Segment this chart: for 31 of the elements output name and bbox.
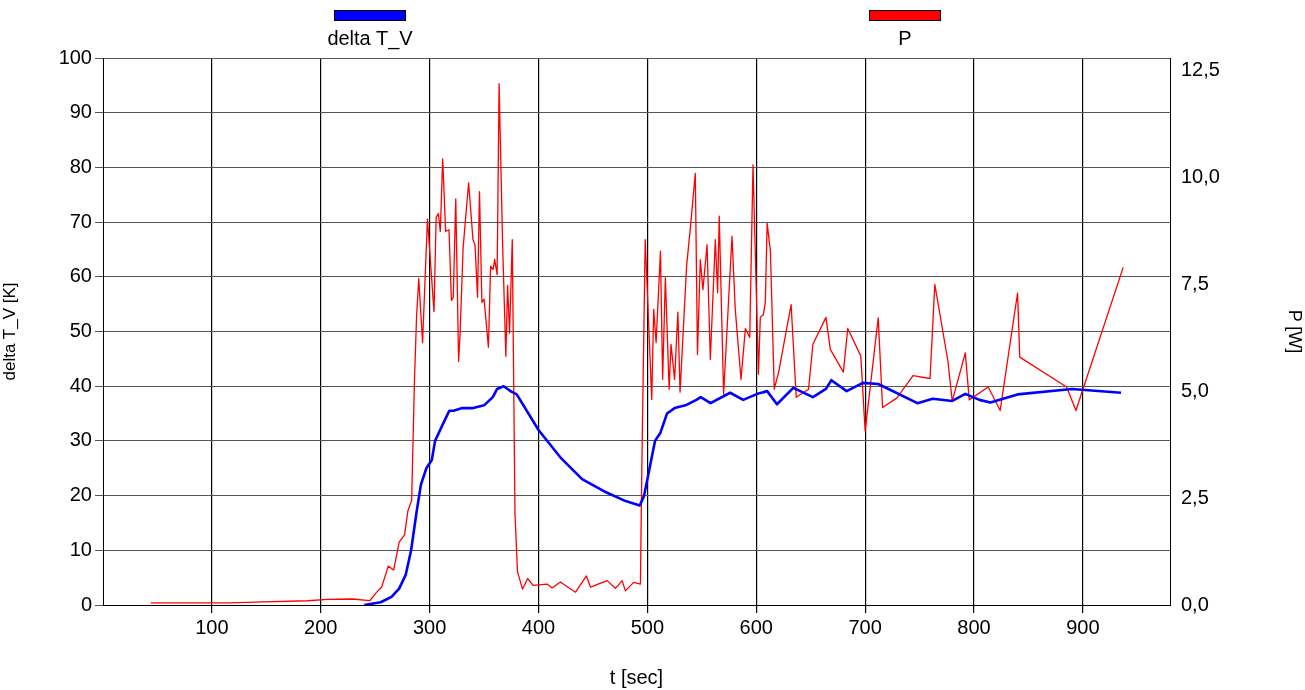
x-tick-label: 800 (957, 615, 991, 638)
y2-tick-label: 5,0 (1181, 378, 1209, 401)
y-tick-label: 50 (69, 319, 92, 342)
y2-tick-label: 12,5 (1181, 58, 1220, 81)
y-tick-label: 30 (69, 428, 92, 451)
x-tick-label: 900 (1066, 615, 1100, 638)
x-tick-label: 200 (304, 615, 338, 638)
legend-label: P (898, 27, 912, 50)
y-axis-title: delta T_V [K] (0, 282, 19, 381)
x-tick-label: 600 (739, 615, 773, 638)
x-axis-title: t [sec] (609, 665, 664, 688)
y-tick-label: 100 (58, 45, 92, 68)
x-tick-label: 400 (521, 615, 556, 638)
y2-tick-label: 7,5 (1181, 272, 1209, 295)
x-tick-label: 100 (195, 615, 229, 638)
y-tick-label: 60 (69, 264, 92, 287)
legend-label: delta T_V (327, 27, 413, 50)
y2-axis-title: P [W] (1285, 309, 1305, 354)
y-tick-label: 80 (69, 154, 92, 177)
x-tick-label: 700 (848, 615, 882, 638)
x-tick-label: 300 (412, 615, 447, 638)
y2-tick-label: 2,5 (1181, 485, 1209, 508)
y-tick-label: 70 (69, 209, 92, 232)
y-tick-label: 90 (69, 100, 92, 123)
y-tick-label: 0 (80, 592, 92, 615)
x-tick-label: 500 (630, 615, 665, 638)
y-tick-label: 20 (69, 483, 92, 506)
y-tick-label: 40 (69, 373, 92, 396)
y-tick-label: 10 (69, 537, 92, 560)
y2-tick-label: 10,0 (1181, 165, 1220, 188)
y2-tick-label: 0,0 (1181, 592, 1209, 615)
